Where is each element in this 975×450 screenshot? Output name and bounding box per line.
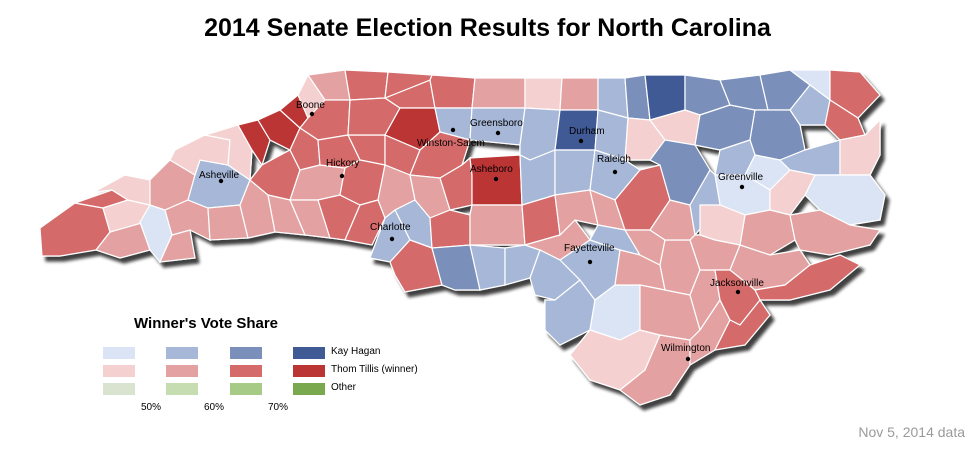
legend-swatch	[103, 383, 135, 395]
county-region	[471, 77, 526, 109]
legend-label-hagan: Kay Hagan	[331, 346, 381, 357]
county-region	[237, 119, 271, 167]
legend-swatch	[230, 383, 262, 395]
city-marker-icon	[685, 356, 691, 362]
county-region	[429, 209, 471, 249]
city-label: Wilmington	[661, 343, 710, 354]
city-label: Asheville	[199, 170, 239, 181]
county-region	[429, 74, 476, 109]
city-marker-icon	[587, 259, 593, 265]
city-label: Greenville	[718, 172, 763, 183]
legend-title: Winner's Vote Share	[134, 315, 279, 332]
city-marker-icon	[612, 169, 618, 175]
county-region	[649, 139, 711, 206]
city-label: Jacksonville	[710, 278, 764, 289]
city-label: Boone	[296, 100, 325, 111]
county-region	[789, 84, 831, 126]
legend-swatch	[230, 347, 262, 359]
legend-swatch	[166, 383, 198, 395]
city-marker-icon	[495, 130, 501, 136]
city-marker-icon	[739, 184, 745, 190]
county-region	[469, 204, 526, 246]
city-marker-icon	[735, 289, 741, 295]
legend-swatch	[103, 365, 135, 377]
city-label: Asheboro	[470, 164, 513, 175]
city-marker-icon	[578, 138, 584, 144]
map-title: 2014 Senate Election Results for North C…	[204, 14, 771, 42]
county-region	[344, 69, 389, 101]
legend-swatch	[293, 365, 325, 377]
legend-swatch	[293, 347, 325, 359]
county-region	[829, 69, 881, 119]
city-label: Hickory	[326, 158, 359, 169]
city-marker-icon	[493, 176, 499, 182]
county-region	[754, 254, 862, 301]
legend-swatch	[293, 383, 325, 395]
county-region	[713, 298, 771, 351]
legend-swatch	[166, 347, 198, 359]
legend-threshold-60: 60%	[204, 402, 225, 413]
city-marker-icon	[450, 127, 456, 133]
city-label: Greensboro	[470, 118, 523, 129]
legend-label-other: Other	[331, 382, 357, 393]
county-region	[559, 77, 599, 111]
legend-swatch	[103, 347, 135, 359]
legend-swatch	[230, 365, 262, 377]
county-region	[519, 149, 556, 206]
county-region	[369, 209, 411, 263]
legend-swatch	[166, 365, 198, 377]
county-region	[524, 77, 563, 111]
legend-threshold-50: 50%	[141, 402, 162, 413]
city-label: Winston-Salem	[417, 138, 485, 149]
city-marker-icon	[339, 173, 345, 179]
city-label: Durham	[569, 126, 605, 137]
legend-threshold-70: 70%	[268, 402, 289, 413]
county-region	[824, 99, 866, 141]
legend-label-tillis: Thom Tillis (winner)	[331, 364, 418, 375]
city-label: Charlotte	[370, 222, 411, 233]
county-region	[554, 149, 596, 196]
city-label: Fayetteville	[564, 243, 615, 254]
city-label: Raleigh	[597, 154, 631, 165]
city-marker-icon	[309, 111, 315, 117]
city-marker-icon	[218, 178, 224, 184]
county-region	[689, 169, 721, 237]
county-region	[789, 209, 882, 256]
city-marker-icon	[389, 236, 395, 242]
data-date-note: Nov 5, 2014 data	[858, 424, 965, 440]
